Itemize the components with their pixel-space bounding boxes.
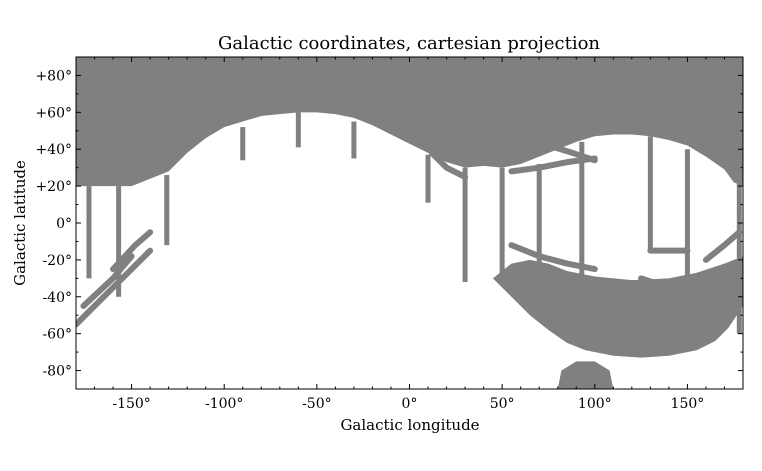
y-tick-label: -20° [42, 253, 72, 269]
x-tick-label: -100° [205, 396, 243, 412]
data-strip [647, 136, 653, 251]
x-tick-label: 0° [402, 396, 418, 412]
data-band [638, 275, 743, 306]
data-strip [351, 121, 357, 159]
data-band [80, 253, 135, 309]
y-tick-label: -40° [42, 290, 72, 306]
data-strip [462, 167, 468, 283]
y-tick-label: +80° [35, 68, 72, 84]
data-strip [736, 182, 742, 334]
data-band [545, 142, 598, 164]
y-tick-label: -60° [42, 327, 72, 343]
x-tick-label: 150° [671, 396, 705, 412]
y-axis-label: Galactic latitude [11, 160, 29, 286]
chart-title: Galactic coordinates, cartesian projecti… [218, 33, 600, 54]
data-band [508, 155, 598, 175]
data-band [508, 242, 598, 273]
data-strip [684, 149, 690, 306]
x-tick-label: -150° [112, 396, 150, 412]
data-strip [116, 186, 122, 297]
data-band [110, 229, 154, 273]
y-tick-label: 0° [56, 216, 72, 232]
data-strip [579, 141, 585, 279]
data-band [428, 149, 469, 180]
data-strip [164, 175, 170, 246]
x-tick-label: -50° [302, 396, 332, 412]
data-band [76, 247, 154, 328]
x-tick-label: 100° [578, 396, 612, 412]
y-tick-label: +40° [35, 142, 72, 158]
data-strip [295, 112, 301, 148]
data-strip [240, 127, 246, 161]
data-strip [425, 154, 431, 203]
plot-area [76, 57, 743, 389]
south-pole-patch [557, 361, 614, 389]
south-cap-region [492, 256, 743, 358]
y-tick-label: +60° [35, 105, 72, 121]
north-cap-region [76, 57, 743, 187]
plot-frame [75, 56, 744, 390]
y-tick-label: +20° [35, 179, 72, 195]
data-band [702, 229, 743, 263]
y-tick-label: -80° [42, 364, 72, 380]
x-axis-label: Galactic longitude [340, 416, 479, 434]
data-strip [86, 186, 92, 279]
data-strip [536, 163, 542, 270]
data-strip [499, 167, 505, 283]
x-tick-label: 50° [490, 396, 515, 412]
